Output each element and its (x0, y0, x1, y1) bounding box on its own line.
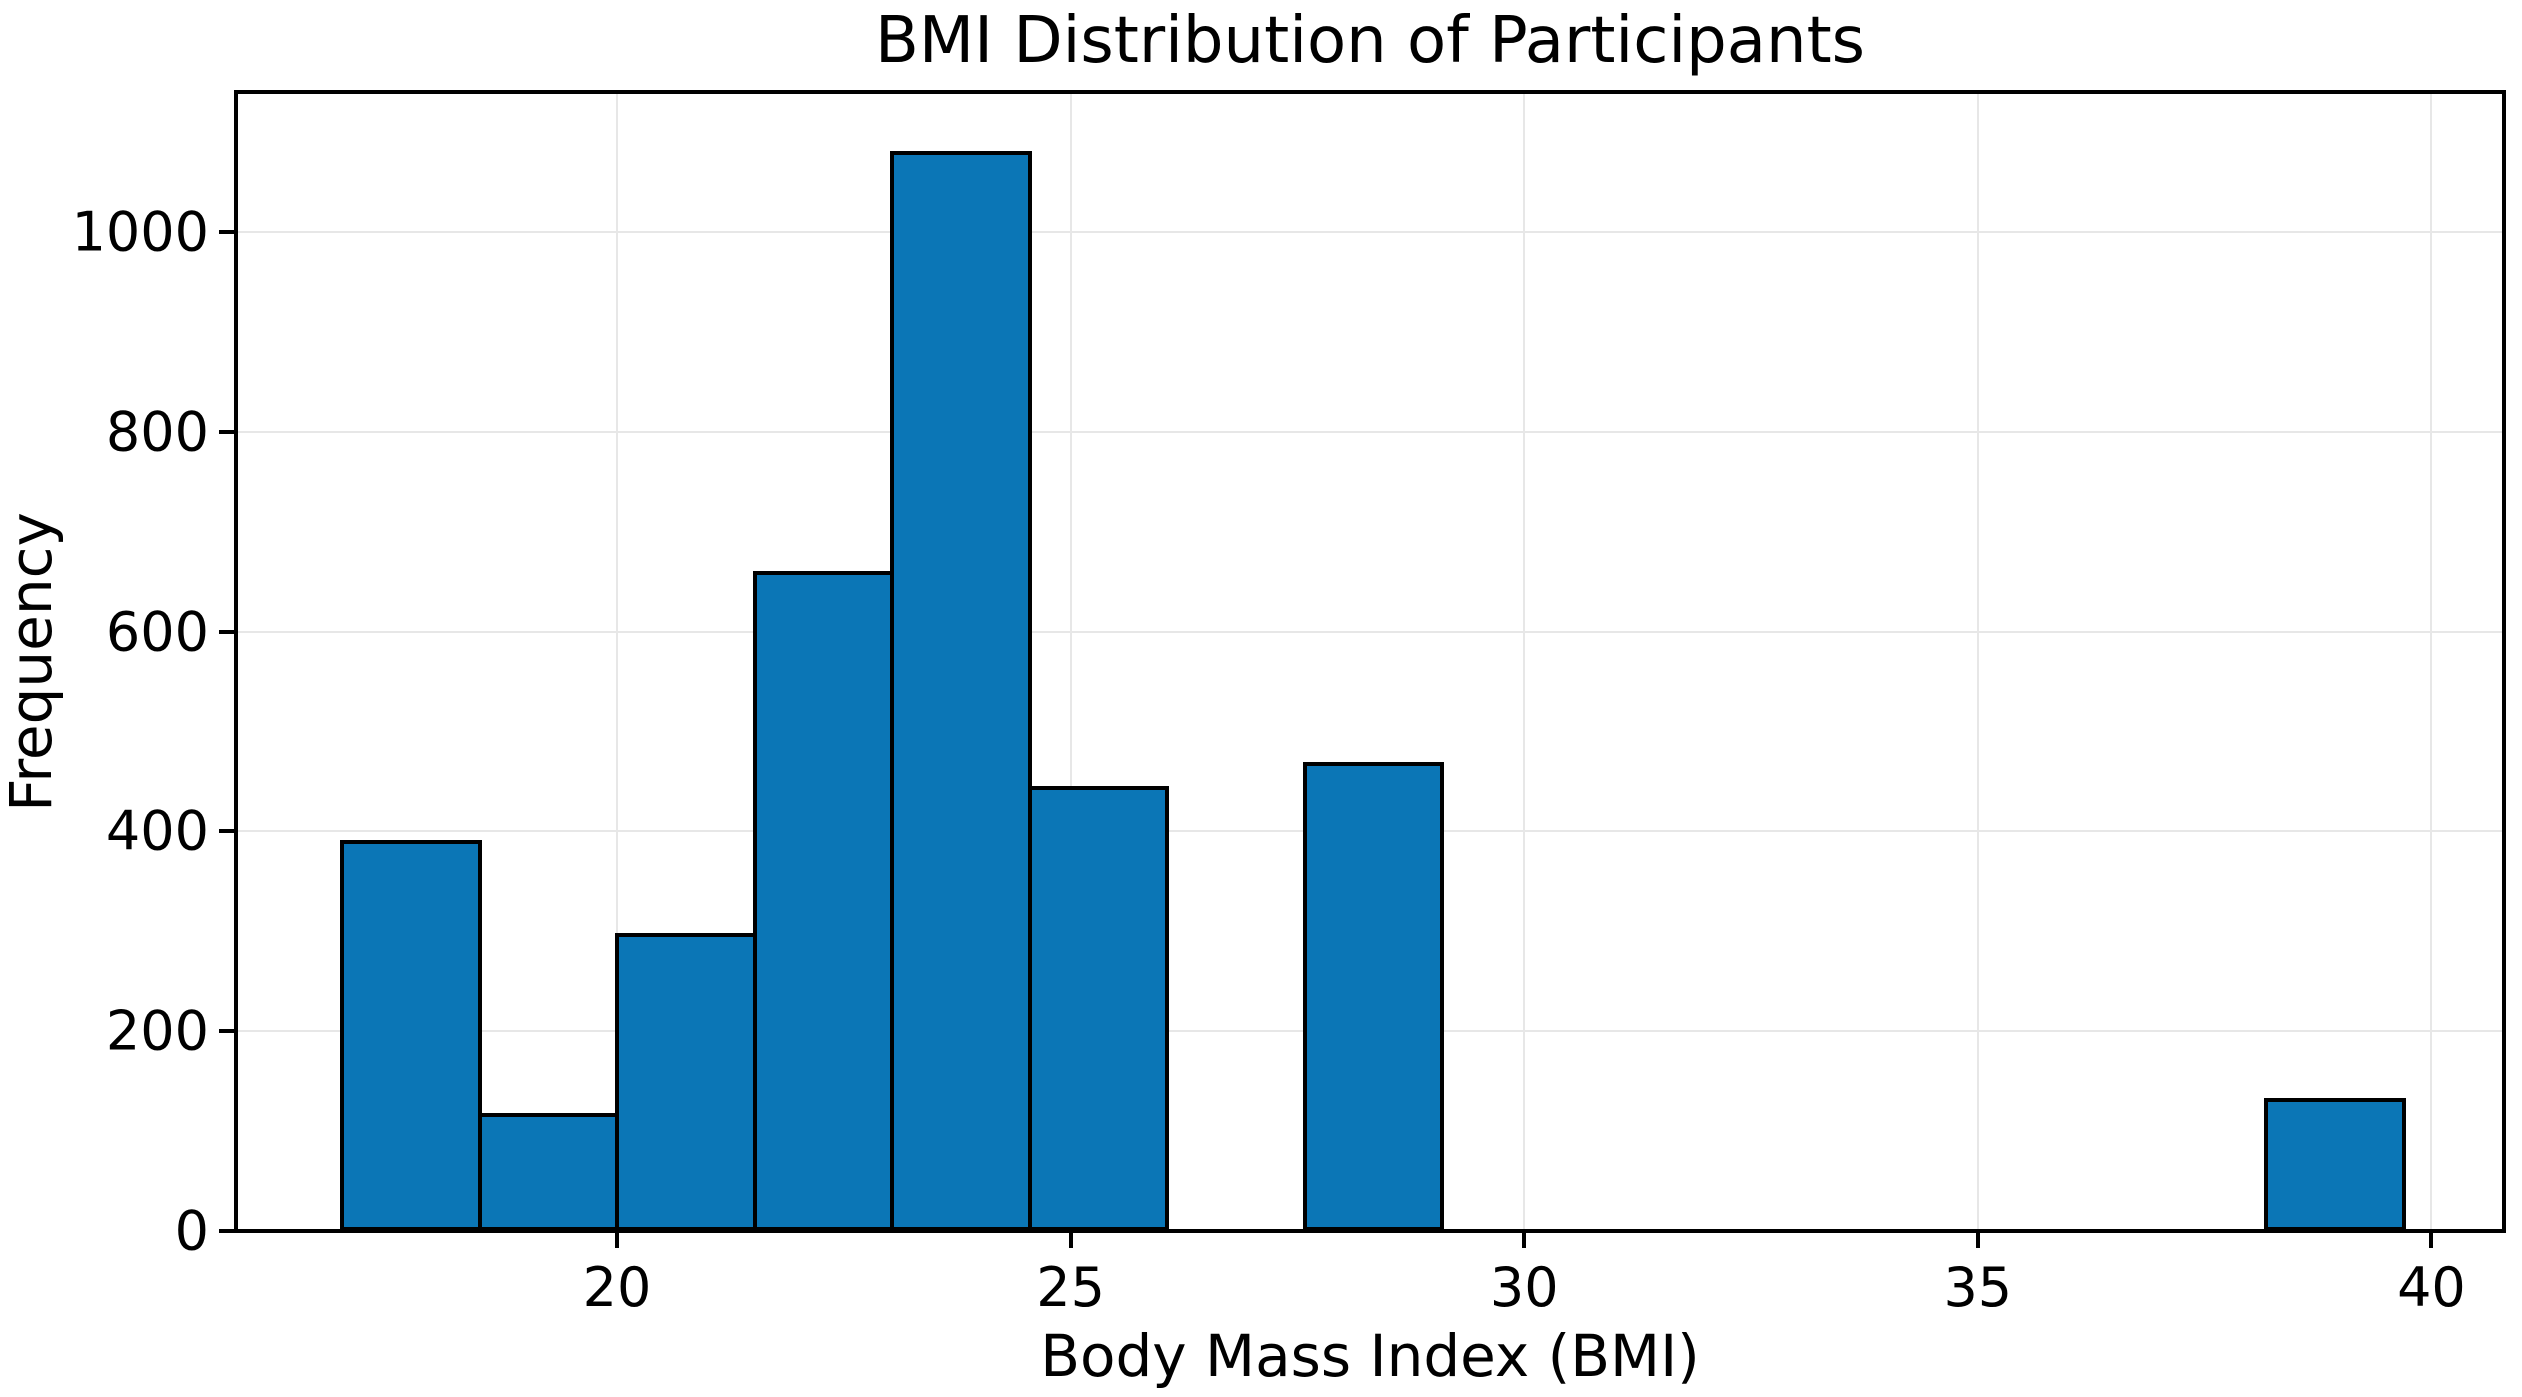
x-tick-label: 40 (2397, 1256, 2466, 1319)
y-tick-mark (219, 229, 234, 234)
y-tick-label: 800 (105, 400, 209, 464)
y-tick-label: 1000 (71, 200, 209, 264)
y-tick-label: 400 (105, 799, 209, 863)
y-axis-label: Frequency (0, 512, 65, 812)
x-gridline (1523, 92, 1526, 1231)
x-gridline (2430, 92, 2433, 1231)
histogram-bar (1302, 762, 1444, 1231)
x-gridline (616, 92, 619, 1231)
x-tick-label: 20 (582, 1256, 652, 1319)
y-gridline (236, 630, 2504, 633)
x-tick-label: 25 (1036, 1256, 1105, 1319)
y-gridline (236, 230, 2504, 233)
axis-spines (234, 90, 2506, 1233)
x-tick-label: 30 (1489, 1256, 1559, 1319)
x-tick-mark (1522, 1233, 1527, 1248)
chart-title: BMI Distribution of Participants (874, 4, 1866, 78)
x-tick-mark (1068, 1233, 1073, 1248)
y-tick-label: 0 (174, 1199, 209, 1263)
histogram-bar (340, 840, 483, 1231)
histogram-bar (2264, 1098, 2407, 1231)
y-gridline (236, 430, 2504, 433)
x-gridline (1069, 92, 1072, 1231)
y-tick-mark (219, 829, 234, 834)
x-tick-mark (1975, 1233, 1980, 1248)
x-tick-label: 35 (1943, 1256, 2013, 1319)
y-tick-mark (219, 1229, 234, 1233)
histogram-bar (1027, 786, 1169, 1231)
x-gridline (1976, 92, 1979, 1231)
y-tick-label: 600 (105, 600, 209, 664)
x-tick-mark (615, 1233, 620, 1248)
histogram-bar (889, 150, 1032, 1231)
x-tick-mark (2429, 1233, 2434, 1248)
y-tick-label: 200 (105, 999, 209, 1063)
y-tick-mark (219, 1029, 234, 1034)
y-tick-mark (219, 629, 234, 634)
histogram-bar (478, 1113, 620, 1231)
y-tick-mark (219, 429, 234, 434)
x-axis-label: Body Mass Index (BMI) (1040, 1322, 1700, 1390)
